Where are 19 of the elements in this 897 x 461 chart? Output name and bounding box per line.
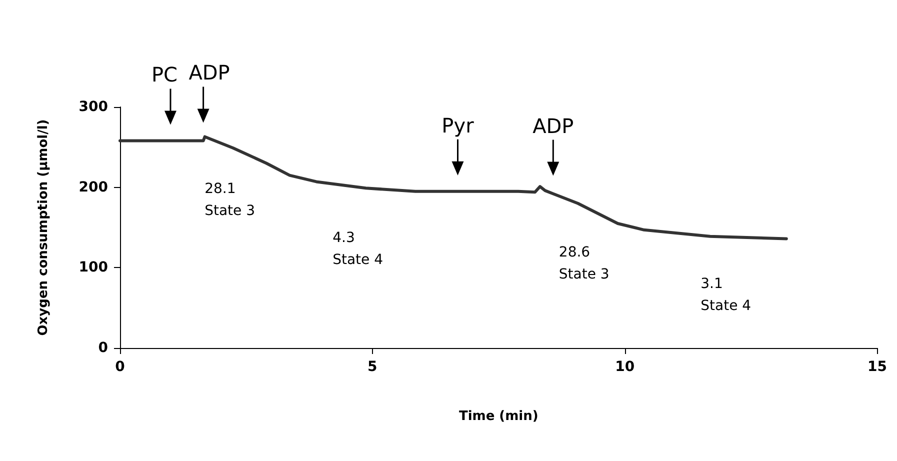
y-tick-label: 200 xyxy=(78,179,108,196)
annotation: Pyr xyxy=(442,113,475,138)
x-axis-title: Time (min) xyxy=(458,409,538,424)
y-tick-label: 0 xyxy=(98,340,108,356)
annotation: ADP xyxy=(188,60,230,85)
annotation: 4.3 State 4 xyxy=(332,230,384,268)
annotation: ADP xyxy=(532,114,574,138)
y-tick-label: 300 xyxy=(78,99,108,115)
annotation: 3.1 State 4 xyxy=(700,276,752,314)
line-series xyxy=(118,135,788,240)
x-tick-label: 15 xyxy=(868,359,887,375)
x-tick-label: 0 xyxy=(115,359,126,375)
annotation: 28.1 State 3 xyxy=(204,181,256,220)
annotation: 28.6 State 3 xyxy=(558,244,610,283)
annotation: PC xyxy=(151,62,178,87)
y-tick-label: 100 xyxy=(78,260,108,276)
x-tick-label: 10 xyxy=(615,359,635,375)
x-tick-label: 5 xyxy=(368,359,378,375)
y-axis-title: Oxygen consumption (µmol/l) xyxy=(36,119,51,336)
